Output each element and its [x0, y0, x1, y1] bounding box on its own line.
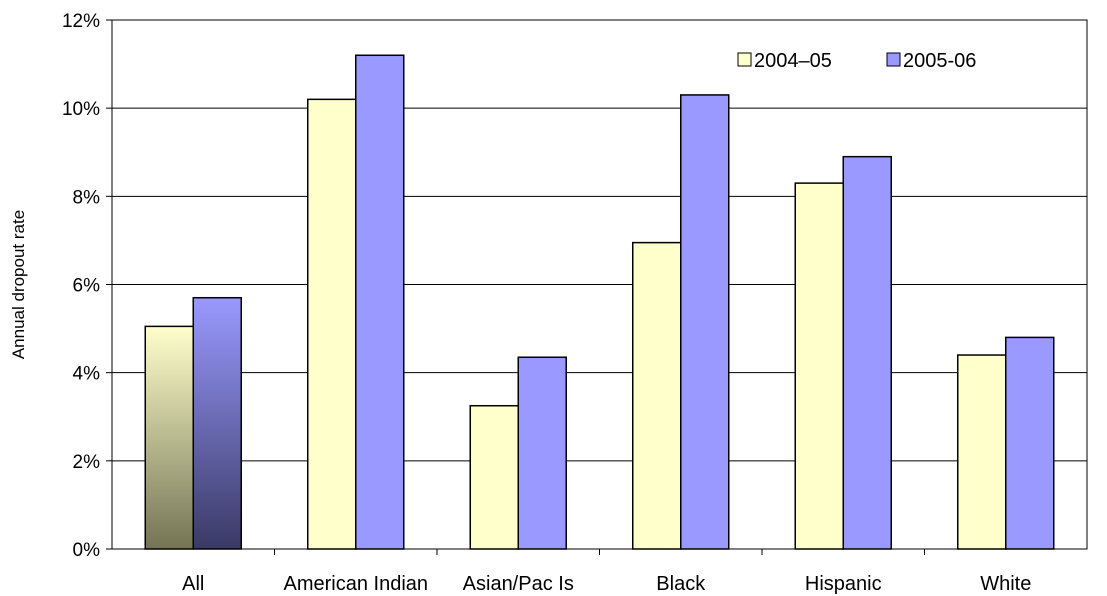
y-tick-label: 8% [73, 187, 101, 208]
y-tick-label: 10% [62, 99, 100, 120]
axes [106, 19, 1088, 555]
bar-series-2 [192, 296, 242, 550]
y-tick-label: 12% [62, 11, 100, 32]
category-label: Asian/Pac Is [463, 573, 574, 595]
gridlines [112, 19, 1087, 462]
axis-labels: 0% 2% 4% 6% 8% 10% 12% All American Indian Asian/… [9, 11, 1031, 595]
y-tick-label: 0% [73, 540, 101, 561]
y-axis-title: Annual dropout rate [9, 210, 28, 359]
category-label: Black [656, 573, 706, 595]
bar-series-1 [144, 325, 194, 550]
y-tick-label: 6% [73, 276, 101, 297]
bars [144, 54, 1055, 550]
legend: 2004–05 2005-06 [737, 50, 976, 72]
category-label: American Indian [283, 573, 428, 595]
bar-series-2 [517, 356, 567, 550]
bar-series-1 [469, 404, 519, 550]
bar-series-1 [307, 98, 357, 550]
category-label: White [980, 573, 1031, 595]
legend-swatch [886, 52, 901, 67]
bar-series-2 [1005, 336, 1055, 550]
bar-series-1 [632, 241, 682, 550]
y-tick-label: 4% [73, 364, 101, 385]
bar-series-1 [957, 354, 1007, 550]
bar-series-2 [842, 155, 892, 550]
legend-label: 2004–05 [754, 50, 832, 72]
category-label: Hispanic [805, 573, 882, 595]
bar-series-1 [794, 182, 844, 550]
category-label: All [182, 573, 204, 595]
bar-series-2 [680, 94, 730, 550]
bar-series-2 [355, 54, 405, 550]
y-tick-label: 2% [73, 452, 101, 473]
legend-swatch [737, 52, 752, 67]
legend-label: 2005-06 [903, 50, 976, 72]
